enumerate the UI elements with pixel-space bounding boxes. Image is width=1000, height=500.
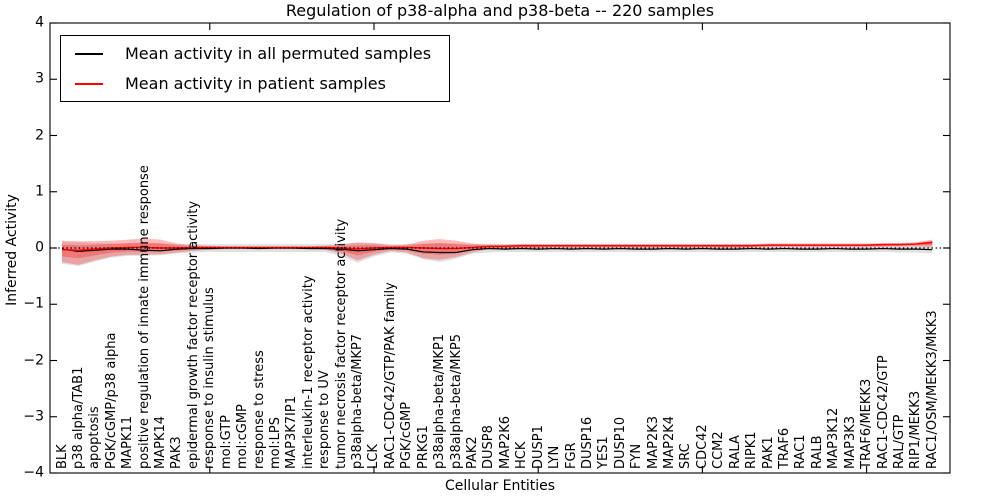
x-category-label: epidermal growth factor receptor activit… <box>185 200 201 469</box>
y-tick-label: −1 <box>23 295 44 312</box>
legend-label: Mean activity in patient samples <box>125 74 386 93</box>
x-category-label: interleukin-1 receptor activity <box>300 275 316 469</box>
x-category-label: HCK <box>514 441 530 469</box>
x-category-label: PGK/cGMP <box>399 401 415 469</box>
y-tick-label: 1 <box>35 183 44 200</box>
x-category-label: p38alpha-beta/MKP1 <box>432 333 448 469</box>
legend-item-permuted: Mean activity in all permuted samples <box>75 43 431 64</box>
x-category-label: LCK <box>366 444 382 469</box>
x-category-label: SRC <box>678 443 694 469</box>
x-category-label: DUSP16 <box>579 416 595 469</box>
y-tick-label: −4 <box>23 464 44 481</box>
x-category-label: apoptosis <box>87 406 103 469</box>
x-category-label: PAK2 <box>465 436 480 469</box>
x-category-label: PGK/cGMP/p38 alpha <box>103 332 119 469</box>
x-category-label: CDC42 <box>694 424 710 469</box>
x-category-label: MAPK14 <box>153 415 169 469</box>
x-category-label: RALA <box>727 435 743 469</box>
x-category-label: BLK <box>54 444 70 469</box>
y-tick-label: −2 <box>23 352 44 369</box>
chart-title: Regulation of p38-alpha and p38-beta -- … <box>285 1 715 20</box>
x-category-label: DUSP1 <box>530 425 546 469</box>
x-category-label: p38 alpha/TAB1 <box>70 366 86 469</box>
legend-line-swatch-red <box>75 82 103 85</box>
x-category-label: CCM2 <box>711 431 727 469</box>
y-tick-label: 2 <box>35 127 44 144</box>
legend-item-patient: Mean activity in patient samples <box>75 73 431 94</box>
x-category-label: RAC1 <box>793 434 809 469</box>
y-tick-label: −3 <box>23 408 44 425</box>
x-category-label: mol:GTP <box>218 415 234 469</box>
x-category-label: RAC1/OSM/MEKK3/MKK3 <box>924 310 940 469</box>
x-category-label: RIP1/MEKK3 <box>908 390 924 469</box>
x-category-label: MAP2K6 <box>497 415 513 469</box>
x-category-label: response to UV <box>317 370 333 469</box>
legend: Mean activity in all permuted samples Me… <box>60 35 451 102</box>
y-tick-label: 0 <box>35 239 44 256</box>
x-category-label: response to insulin stimulus <box>202 287 218 469</box>
x-category-label: RAC1-CDC42/GTP <box>875 355 891 469</box>
x-category-label: TRAF6/MEKK3 <box>859 378 875 469</box>
y-tick-label: 3 <box>35 70 44 87</box>
x-category-label: MAP2K4 <box>662 415 678 469</box>
x-category-label: MAP3K3 <box>842 415 858 469</box>
x-category-label: FYN <box>629 443 645 469</box>
x-category-label: LYN <box>547 445 563 469</box>
x-category-label: RAC1-CDC42/GTP/PAK family <box>382 282 398 469</box>
x-category-label: TRAF6 <box>776 427 792 469</box>
x-axis-title: Cellular Entities <box>444 478 556 494</box>
x-category-label: tumor necrosis factor receptor activity <box>333 218 349 469</box>
y-axis-title: Inferred Activity <box>4 194 20 306</box>
x-category-label: RALB <box>809 435 825 469</box>
x-category-label: p38alpha-beta/MKP5 <box>448 333 464 469</box>
x-category-label: MAP3K12 <box>826 407 842 469</box>
x-category-label: RAL/GTP <box>891 414 907 469</box>
x-category-label: mol:LPS <box>267 417 283 469</box>
x-category-label: YES1 <box>596 436 612 469</box>
x-category-label: DUSP8 <box>481 425 497 469</box>
x-category-label: PRKG1 <box>415 425 431 469</box>
y-tick-label: 4 <box>35 14 44 31</box>
x-category-label: positive regulation of innate immune res… <box>136 165 152 469</box>
x-category-label: FGR <box>563 442 579 469</box>
x-category-label: MAPK11 <box>120 415 136 469</box>
x-category-label: PAK1 <box>760 436 776 469</box>
x-category-label: response to stress <box>251 350 267 469</box>
x-category-label: RIPK1 <box>744 431 760 469</box>
legend-label: Mean activity in all permuted samples <box>125 44 432 63</box>
x-category-label: PAK3 <box>169 436 185 469</box>
x-category-label: MAP2K3 <box>645 415 661 469</box>
x-category-label: MAP3K7IP1 <box>284 396 300 469</box>
x-category-label: DUSP10 <box>612 416 628 469</box>
legend-line-swatch-black <box>75 52 103 55</box>
x-category-label: mol:cGMP <box>235 404 251 469</box>
x-category-label: p38alpha-beta/MKP7 <box>350 333 366 469</box>
